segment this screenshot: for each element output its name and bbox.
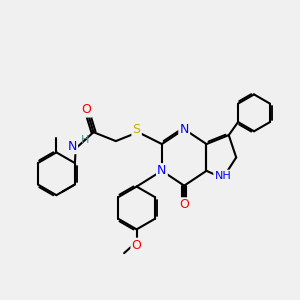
Text: O: O bbox=[81, 103, 91, 116]
Text: O: O bbox=[132, 239, 142, 252]
Text: O: O bbox=[179, 199, 189, 212]
Text: N: N bbox=[179, 123, 189, 136]
Text: NH: NH bbox=[214, 171, 231, 181]
Text: S: S bbox=[133, 123, 141, 136]
Text: N: N bbox=[68, 140, 77, 153]
Text: N: N bbox=[157, 164, 167, 177]
Text: H: H bbox=[80, 135, 89, 145]
